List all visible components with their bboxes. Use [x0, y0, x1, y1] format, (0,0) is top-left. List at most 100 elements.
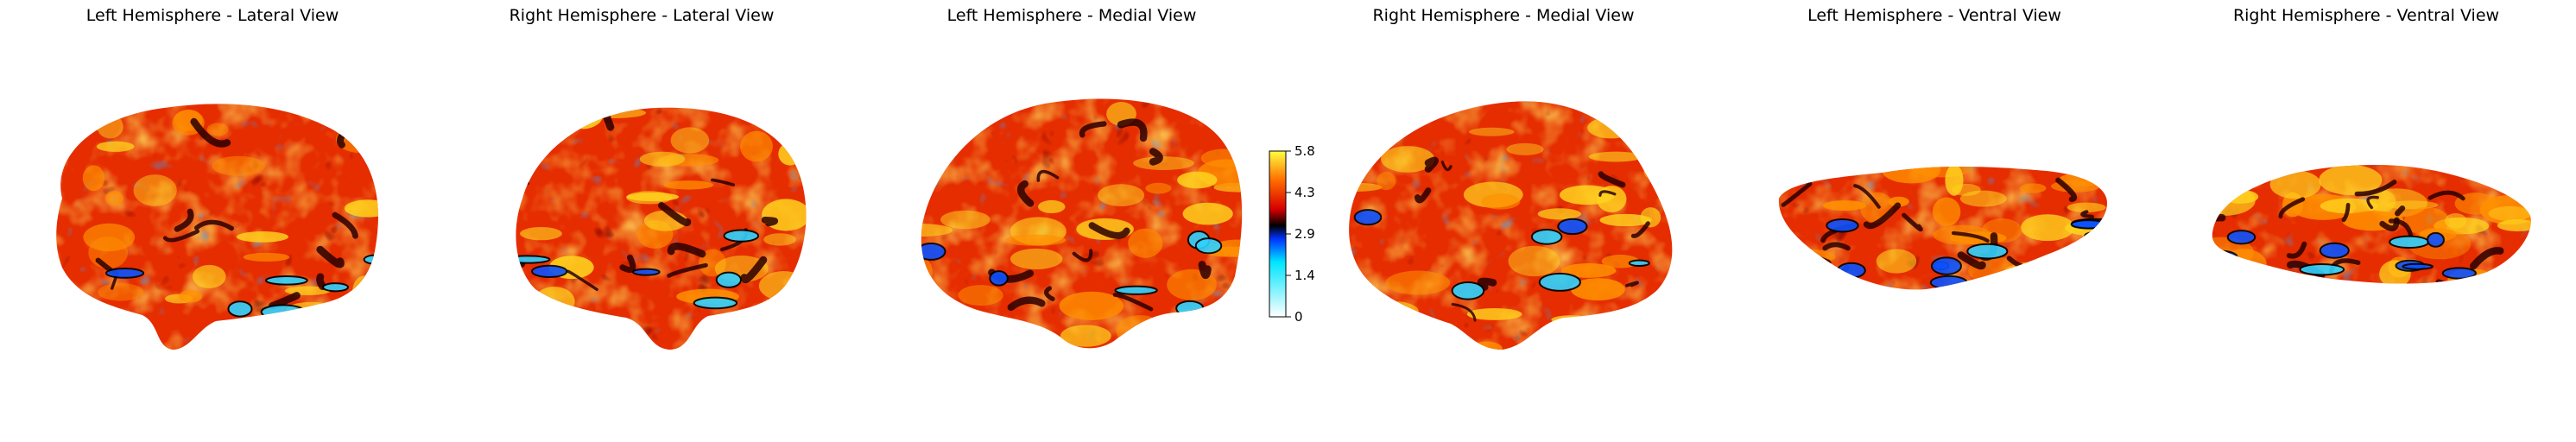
brain-left-ventral-view: [1778, 167, 2107, 290]
surface-sulcus: [516, 181, 529, 196]
surface-sulcus: [516, 260, 526, 274]
surface-hot-spot: [2021, 214, 2075, 242]
surface-hot-spot: [1951, 183, 1981, 196]
surface-sulcus: [516, 117, 540, 144]
surface-hot-spot: [534, 287, 575, 317]
surface-sulcus: [1853, 184, 1881, 209]
surface-hot-spot: [1004, 234, 1066, 246]
surface-sulcus: [1117, 118, 1148, 142]
surface-sulcus: [1044, 286, 1055, 301]
surface-sulcus: [2286, 241, 2307, 259]
surface-hot-spot: [572, 319, 617, 336]
surface-cold-spot: [2212, 268, 2232, 279]
surface-hot-spot: [940, 210, 991, 230]
surface-hot-spot: [1784, 249, 1836, 265]
surface-sulcus: [1198, 261, 1212, 280]
surface-sulcus: [921, 315, 950, 327]
brain-right-lateral-view: [516, 107, 807, 350]
surface-hot-spot: [1349, 182, 1383, 193]
surface-sulcus: [2427, 190, 2465, 201]
surface-cold-spot: [2319, 242, 2350, 259]
surface-hot-spot: [535, 331, 582, 350]
surface-cold-spot: [104, 268, 145, 279]
surface-hot-spot: [97, 114, 123, 139]
surface-hot-spot: [1587, 117, 1636, 139]
surface-hot-spot: [2488, 205, 2531, 222]
surface-hot-spot: [763, 233, 796, 246]
surface-cold-spot: [2212, 249, 2238, 264]
surface-hot-spot: [1623, 327, 1668, 344]
surface-sulcus: [316, 245, 345, 268]
surface-hot-spot: [2066, 202, 2106, 212]
surface-sulcus: [1902, 212, 1923, 232]
surface-hot-spot: [1010, 248, 1063, 270]
surface-hot-spot: [670, 127, 710, 154]
title-right-ventral: Right Hemisphere - Ventral View: [2233, 6, 2499, 25]
surface-hot-spot: [2369, 190, 2396, 212]
surface-sulcus: [1781, 181, 1813, 207]
surface-sulcus: [1630, 221, 1650, 238]
surface-sulcus: [1440, 161, 1453, 172]
surface-sulcus: [2278, 197, 2306, 219]
surface-sulcus: [2388, 218, 2413, 237]
surface-hot-spot: [179, 289, 203, 303]
surface-sulcus: [1007, 296, 1046, 312]
surface-hot-spot: [740, 130, 773, 162]
surface-hot-spot: [1037, 199, 1066, 214]
surface-hot-spot: [1128, 228, 1163, 258]
surface-sulcus: [332, 212, 358, 239]
surface-hot-spot: [1508, 245, 1560, 277]
surface-hot-spot: [133, 174, 177, 206]
title-left-medial: Left Hemisphere - Medial View: [947, 6, 1197, 25]
surface-hot-spot: [583, 107, 647, 118]
colorbar-ticks: 0 1.4 2.9 4.3 5.8: [1286, 143, 1315, 325]
surface-hot-spot: [1599, 213, 1652, 227]
surface-sulcus: [1364, 298, 1379, 313]
surface-sulcus: [761, 217, 778, 227]
surface-sulcus: [2379, 217, 2400, 231]
surface-sulcus: [316, 273, 326, 291]
surface-cold-spot: [2299, 262, 2345, 276]
surface-hot-spot: [243, 252, 290, 262]
surface-cold-spot: [989, 270, 1009, 287]
surface-hot-spot: [1932, 197, 1961, 227]
surface-sulcus: [197, 333, 231, 350]
surface-sulcus: [572, 318, 592, 342]
surface-hot-spot: [1177, 171, 1218, 189]
surface-hot-spot: [2019, 183, 2047, 193]
surface-cold-spot: [2426, 231, 2445, 248]
surface-hot-spot: [1116, 315, 1164, 347]
surface-cold-spot: [1929, 275, 1968, 290]
surface-sulcus: [1016, 180, 1035, 207]
surface-cold-spot: [1966, 243, 2009, 260]
surface-cold-spot: [1557, 218, 1588, 236]
surface-hot-spot: [98, 282, 144, 301]
surface-sulcus: [2055, 177, 2078, 202]
surface-sulcus: [1088, 222, 1130, 239]
surface-sulcus: [190, 117, 231, 148]
surface-hot-spot: [1182, 202, 1233, 225]
surface-hot-spot: [2454, 193, 2497, 215]
surface-cold-spot: [1836, 262, 1866, 279]
surface-sulcus: [1598, 190, 1617, 197]
surface-sulcus: [1112, 293, 1154, 312]
surface-cold-spot: [1538, 272, 1581, 292]
surface-sulcus: [2435, 279, 2465, 284]
surface-hot-spot: [520, 226, 562, 241]
surface-sulcus: [1951, 230, 1990, 243]
surface-hot-spot: [728, 327, 767, 339]
surface-hot-spot: [192, 264, 226, 288]
surface-sulcus: [667, 262, 708, 278]
surface-cold-spot: [2441, 267, 2477, 280]
surface-sulcus: [1367, 101, 1380, 117]
colorbar-tick-label: 5.8: [1294, 143, 1315, 159]
surface-sulcus: [1072, 249, 1093, 262]
surface-hot-spot: [1506, 142, 1544, 155]
surface-sulcus: [711, 178, 736, 186]
surface-hot-spot: [2047, 256, 2074, 276]
surface-hot-spot: [2009, 276, 2030, 290]
surface-hot-spot: [921, 224, 953, 237]
surface-hot-spot: [2222, 189, 2259, 204]
surface-sulcus: [1414, 187, 1432, 204]
